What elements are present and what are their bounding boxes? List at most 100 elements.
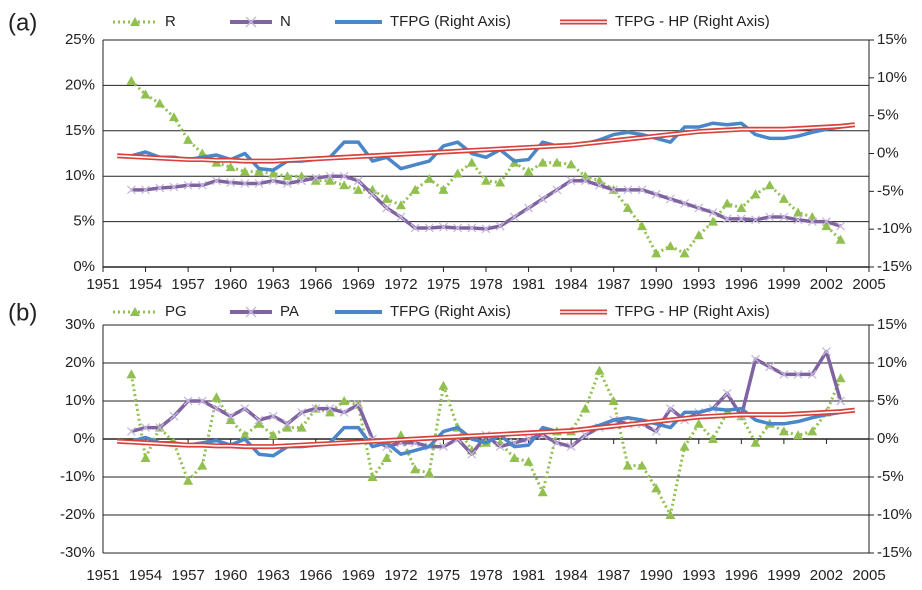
point (154, 98, 165, 108)
legend-label: PA (280, 303, 299, 320)
y-tick-label: 20% (65, 354, 95, 371)
point (381, 193, 392, 203)
y-tick-label: 10% (65, 167, 95, 184)
y-tick-label: 0% (73, 430, 95, 447)
x-tick-label: 2005 (852, 567, 885, 584)
point (126, 369, 137, 379)
point (722, 388, 732, 398)
point (622, 202, 633, 212)
point (495, 177, 506, 187)
point (821, 217, 831, 227)
point (651, 248, 662, 258)
point (750, 437, 761, 447)
point (750, 189, 761, 199)
point (551, 157, 562, 167)
point (268, 411, 278, 421)
point (168, 112, 179, 122)
legend-marker (245, 16, 257, 28)
x-tick-label: 1969 (342, 567, 375, 584)
point (595, 180, 604, 190)
point (183, 134, 194, 144)
legend-label: TFPG - HP (Right Axis) (615, 303, 770, 320)
panel: (b) -30% -20% -10% 0% 10% 20% 30% -15% -10% -5% 0% 5… (8, 299, 912, 584)
point (736, 214, 746, 224)
x-tick-label: 1993 (682, 276, 715, 293)
point (197, 180, 207, 190)
point (679, 441, 690, 451)
y2-tick-label: 10% (877, 354, 907, 371)
point (552, 185, 562, 195)
point (523, 166, 534, 176)
point (736, 202, 747, 212)
point (793, 369, 803, 379)
point (793, 430, 804, 440)
point (835, 373, 846, 383)
point (339, 407, 349, 417)
point (509, 212, 519, 222)
x-tick-label: 1981 (512, 276, 545, 293)
point (311, 173, 321, 183)
point (495, 442, 505, 452)
x-tick-label: 1987 (597, 567, 630, 584)
point (778, 193, 789, 203)
legend-marker (130, 17, 140, 26)
point (665, 404, 675, 414)
point (836, 396, 846, 406)
point (665, 241, 676, 251)
point (637, 185, 647, 195)
point (566, 176, 576, 186)
point (324, 407, 335, 417)
point (197, 396, 207, 406)
point (310, 175, 321, 185)
point (296, 422, 307, 432)
y2-tick-label: 15% (877, 31, 907, 48)
y2-tick-label: -5% (877, 182, 904, 199)
series-line-inner (117, 123, 855, 162)
point (751, 354, 760, 364)
point (339, 171, 349, 181)
legend-label: R (165, 13, 176, 30)
y-tick-label: 15% (65, 122, 95, 139)
y-tick-label: -30% (60, 544, 95, 561)
point (566, 442, 576, 452)
point (779, 212, 789, 222)
x-tick-label: 1981 (512, 567, 545, 584)
point (183, 180, 193, 190)
point (183, 396, 193, 406)
point (339, 396, 350, 405)
x-tick-label: 1972 (384, 567, 417, 584)
point (126, 75, 137, 85)
point (679, 248, 690, 258)
point (395, 430, 406, 440)
point (807, 217, 817, 227)
point (552, 438, 562, 448)
x-tick-label: 1975 (427, 276, 460, 293)
x-tick-label: 1999 (767, 276, 800, 293)
point (169, 182, 179, 192)
point (722, 214, 732, 224)
legend-label: TFPG - HP (Right Axis) (615, 13, 770, 30)
point (651, 189, 661, 199)
point (481, 175, 491, 185)
point (523, 456, 534, 466)
point (821, 221, 832, 231)
point (637, 221, 648, 231)
point (453, 223, 463, 233)
x-tick-label: 1984 (554, 567, 587, 584)
y2-tick-label: -15% (877, 544, 912, 561)
panel-label: (b) (8, 299, 37, 326)
x-tick-label: 1996 (725, 276, 758, 293)
x-tick-label: 1975 (427, 567, 460, 584)
y-tick-label: 30% (65, 316, 95, 333)
point (140, 453, 151, 462)
y-tick-label: 10% (65, 392, 95, 409)
y2-tick-label: 10% (877, 69, 907, 86)
panel: (a) 0% 5% 10% 15% 20% 25% -15% -10% -5% 0% 5% 10% 15%… (8, 9, 912, 293)
point (424, 468, 435, 478)
point (339, 180, 350, 190)
point (466, 157, 477, 167)
series-line (130, 121, 841, 172)
point (580, 176, 590, 186)
point (183, 475, 194, 485)
